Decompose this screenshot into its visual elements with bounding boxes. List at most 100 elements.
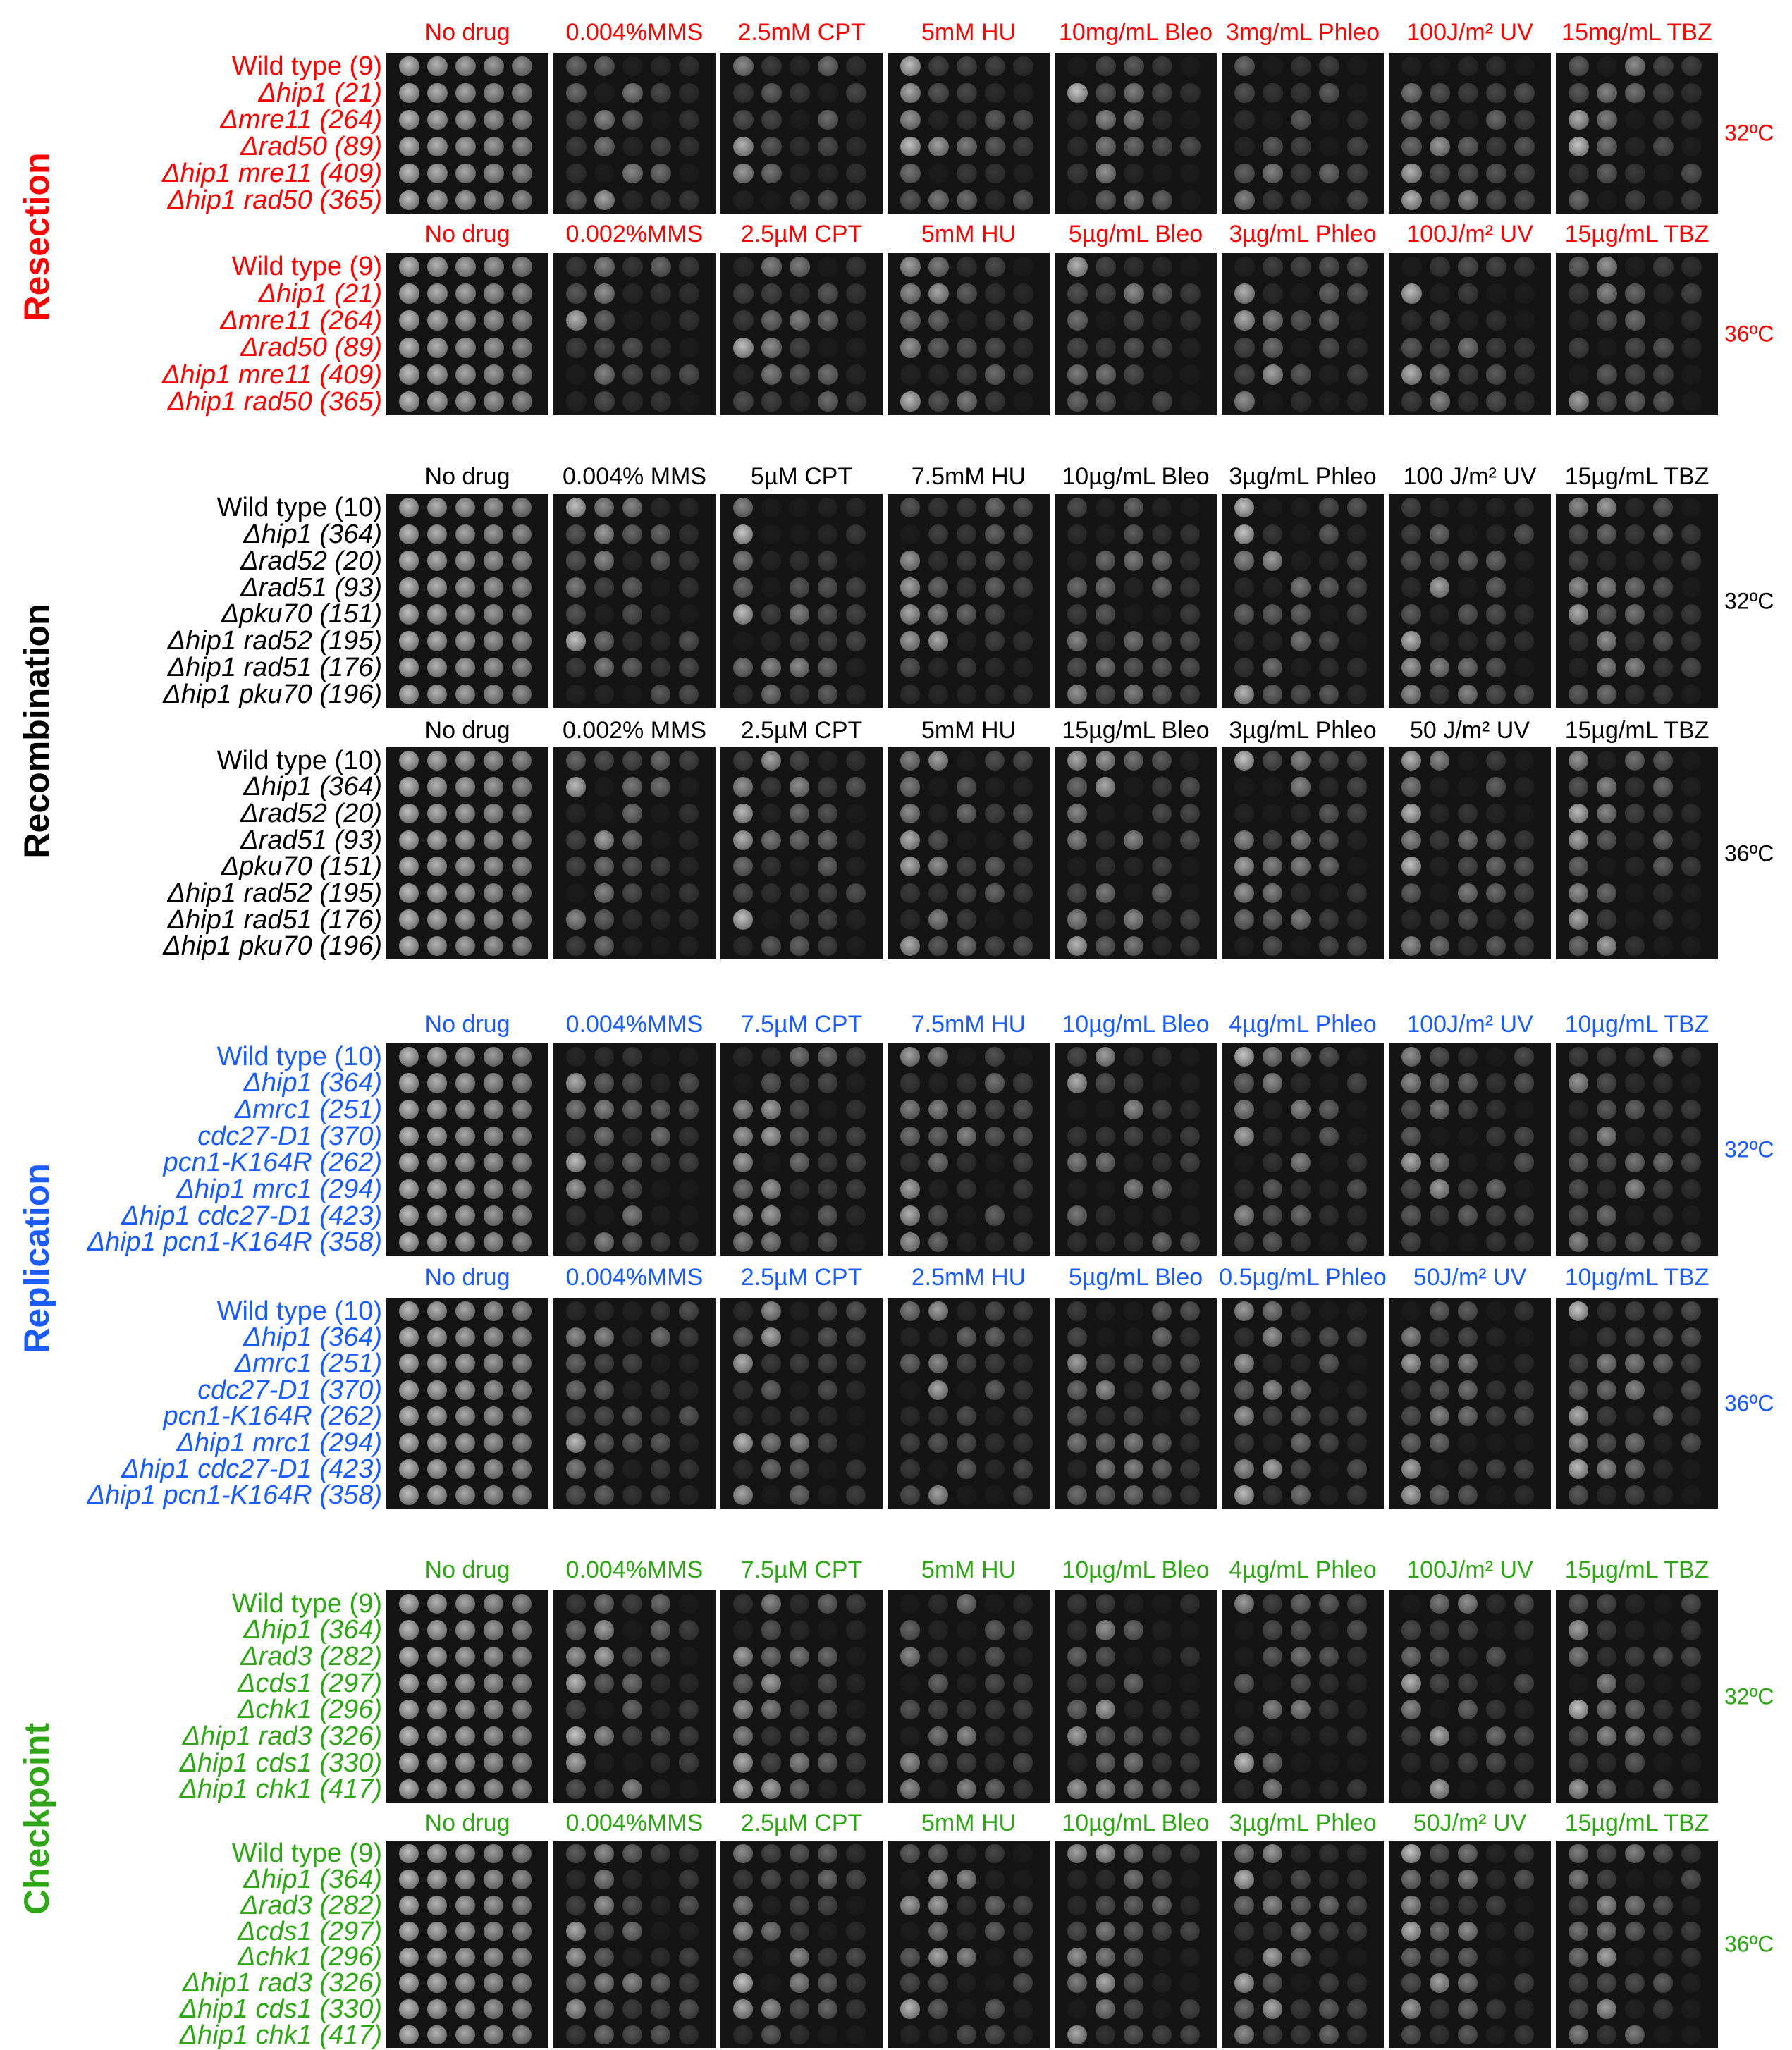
colony-spot: [790, 1327, 810, 1348]
colony-spot: [985, 1999, 1005, 2019]
condition-header: No drug: [424, 1011, 510, 1038]
colony-spot: [566, 283, 587, 304]
colony-spot: [1234, 1870, 1254, 1889]
colony-spot: [594, 631, 615, 651]
colony-spot: [1458, 310, 1478, 331]
colony-spot: [1319, 909, 1339, 930]
colony-spot: [1180, 909, 1201, 930]
colony-spot: [761, 1921, 781, 1941]
colony-spot: [1486, 256, 1506, 277]
colony-spot: [1291, 1046, 1311, 1067]
colony-spot: [733, 283, 754, 304]
colony-spot: [957, 283, 977, 304]
colony-spot: [651, 750, 671, 771]
colony-spot: [1347, 1301, 1368, 1321]
colony-spot: [1569, 551, 1589, 571]
colony-spot: [1152, 524, 1172, 545]
colony-spot: [1486, 936, 1506, 957]
colony-spot: [846, 1999, 866, 2019]
colony-spot: [1458, 1406, 1478, 1427]
colony-spot: [1458, 190, 1478, 211]
colony-spot: [622, 936, 643, 957]
colony-spot: [1067, 909, 1088, 930]
colony-spot: [594, 82, 615, 104]
colony-spot: [1180, 1779, 1201, 1800]
colony-spot: [1401, 936, 1422, 957]
colony-spot: [1124, 163, 1144, 184]
colony-spot: [1569, 1046, 1589, 1067]
colony-spot: [1486, 1620, 1506, 1640]
colony-spot: [928, 524, 949, 545]
condition-header: 7.5mM HU: [911, 463, 1026, 490]
colony-spot: [1653, 1620, 1674, 1640]
colony-spot: [928, 1620, 949, 1640]
colony-spot: [957, 1327, 977, 1348]
colony-spot: [622, 524, 643, 545]
colony-spot: [594, 936, 615, 957]
strain-label: Δhip1 rad50 (365): [167, 386, 382, 417]
colony-spot: [594, 190, 615, 211]
colony-spot: [622, 830, 643, 850]
colony-spot: [566, 1973, 586, 1993]
colony-spot: [1263, 909, 1283, 930]
colony-spot: [594, 1406, 615, 1427]
colony-spot: [790, 1753, 810, 1773]
colony-spot: [1514, 1753, 1535, 1773]
colony-spot: [957, 1947, 976, 1968]
colony-spot: [900, 1673, 921, 1693]
colony-spot: [790, 1099, 810, 1120]
colony-spot: [1514, 936, 1535, 957]
colony-spot: [1319, 136, 1339, 157]
colony-spot: [1152, 56, 1172, 77]
colony-spot: [1291, 1327, 1311, 1348]
colony-spot: [1096, 631, 1116, 651]
colony-spot: [1401, 1406, 1422, 1427]
colony-spot: [1681, 256, 1702, 277]
colony-spot: [679, 1700, 699, 1720]
colony-spot: [679, 803, 699, 824]
agar-plate: [888, 1043, 1050, 1256]
colony-spot: [1653, 283, 1674, 304]
colony-spot: [733, 1921, 753, 1941]
colony-spot: [1681, 524, 1702, 545]
colony-spot: [1319, 1999, 1339, 2019]
colony-spot: [1569, 283, 1589, 304]
colony-spot: [1319, 577, 1339, 598]
colony-spot: [679, 1205, 699, 1226]
colony-spot: [566, 136, 587, 157]
colony-spot: [928, 1485, 949, 1506]
colony-spot: [1180, 1947, 1200, 1968]
agar-plate: [1389, 1590, 1551, 1803]
colony-spot: [985, 109, 1005, 130]
colony-spot: [1319, 750, 1339, 771]
condition-header: 10µg/mL TBZ: [1564, 1011, 1710, 1038]
colony-spot: [1401, 830, 1422, 850]
colony-spot: [1180, 1620, 1201, 1640]
colony-spot: [761, 1870, 781, 1889]
colony-spot: [1319, 1179, 1339, 1200]
agar-plate: [1222, 53, 1384, 214]
colony-spot: [818, 684, 838, 705]
colony-spot: [1430, 1973, 1449, 1993]
colony-spot: [622, 1896, 642, 1915]
colony-spot: [790, 1973, 809, 1993]
colony-spot: [846, 936, 866, 957]
colony-spot: [512, 577, 532, 598]
colony-spot: [622, 551, 643, 571]
colony-spot: [1067, 750, 1088, 771]
colony-spot: [1152, 1779, 1172, 1800]
colony-spot: [1291, 1896, 1311, 1915]
colony-spot: [1458, 163, 1478, 184]
colony-spot: [985, 1099, 1005, 1120]
colony-spot: [1514, 1779, 1535, 1800]
colony-spot: [928, 577, 949, 598]
colony-spot: [1124, 1921, 1143, 1941]
colony-spot: [1152, 2025, 1172, 2045]
colony-spot: [1597, 936, 1617, 957]
colony-spot: [1486, 1232, 1506, 1253]
colony-spot: [651, 82, 671, 104]
colony-spot: [957, 1153, 977, 1173]
colony-spot: [957, 1099, 977, 1120]
colony-spot: [1430, 1843, 1449, 1864]
condition-header: 0.004%MMS: [565, 1264, 704, 1291]
